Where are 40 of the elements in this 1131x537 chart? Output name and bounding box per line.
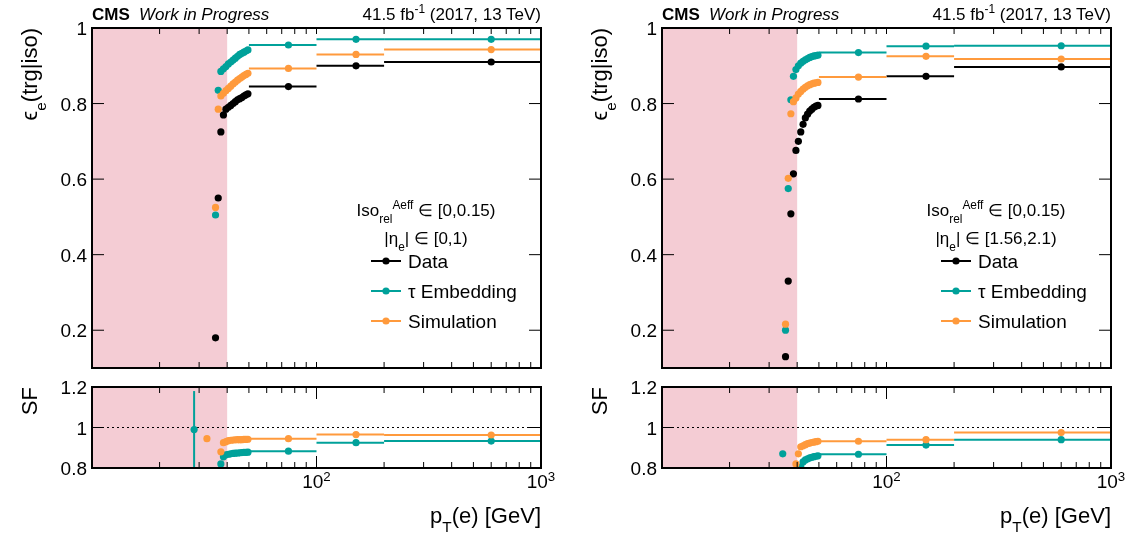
y-axis-title: SF bbox=[587, 387, 612, 416]
legend-label: Simulation bbox=[408, 311, 497, 332]
y-tick-label: 0.4 bbox=[60, 244, 88, 266]
x-tick-label: 10$^{2}$ bbox=[872, 468, 901, 492]
chart-title: CMS bbox=[662, 5, 700, 24]
legend-label: Data bbox=[408, 251, 449, 272]
y-tick-label: 1.2 bbox=[60, 377, 87, 398]
y-tick-label: 0.8 bbox=[630, 93, 657, 115]
text: 41.5 fb$^{-1}$ (2017, 13 TeV) bbox=[362, 2, 541, 24]
y-tick-label: 1.2 bbox=[630, 377, 657, 398]
legend-label: Data bbox=[978, 251, 1019, 272]
chart-subtitle: Work in Progress bbox=[139, 5, 270, 24]
y-tick-label: 1 bbox=[76, 417, 87, 439]
annotation: Iso$_{rel}$$^{Aeff}$ ∈ [0,0.15) bbox=[356, 198, 496, 226]
x-tick-label: 10$^{3}$ bbox=[526, 468, 556, 492]
annotation: |η$_{e}$| ∈ [0,1) bbox=[384, 229, 468, 254]
y-tick-label: 1 bbox=[646, 417, 657, 439]
legend-label: τ Embedding bbox=[408, 281, 517, 302]
y-tick-label: 1 bbox=[646, 18, 657, 39]
y-tick-label: 0.2 bbox=[630, 320, 657, 342]
annotation: Iso$_{rel}$$^{Aeff}$ ∈ [0,0.15) bbox=[926, 198, 1066, 226]
y-tick-label: 0.6 bbox=[60, 169, 87, 191]
chart-title: CMS bbox=[92, 5, 130, 24]
x-axis-title: p$_{T}$(e) [GeV] bbox=[430, 503, 541, 535]
y-tick-label: 0.6 bbox=[630, 169, 657, 191]
y-tick-label: 0.8 bbox=[630, 458, 657, 479]
x-axis-title: p$_{T}$(e) [GeV] bbox=[1000, 503, 1111, 535]
legend-label: Simulation bbox=[978, 311, 1067, 332]
y-tick-label: 0.8 bbox=[60, 458, 87, 479]
y-axis-title: SF bbox=[17, 387, 42, 416]
x-tick-label: 10$^{2}$ bbox=[302, 468, 331, 492]
legend-label: τ Embedding bbox=[978, 281, 1087, 302]
annotation: |η$_{e}$| ∈ [1.56,2.1) bbox=[935, 229, 1057, 254]
y-tick-label: 1 bbox=[76, 18, 87, 39]
y-tick-label: 0.2 bbox=[60, 320, 87, 342]
x-tick-label: 10$^{3}$ bbox=[1096, 468, 1126, 492]
y-tick-label: 0.8 bbox=[60, 93, 87, 115]
chart-subtitle: Work in Progress bbox=[709, 5, 840, 24]
y-tick-label: 0.4 bbox=[630, 244, 658, 266]
text: 41.5 fb$^{-1}$ (2017, 13 TeV) bbox=[932, 2, 1111, 24]
